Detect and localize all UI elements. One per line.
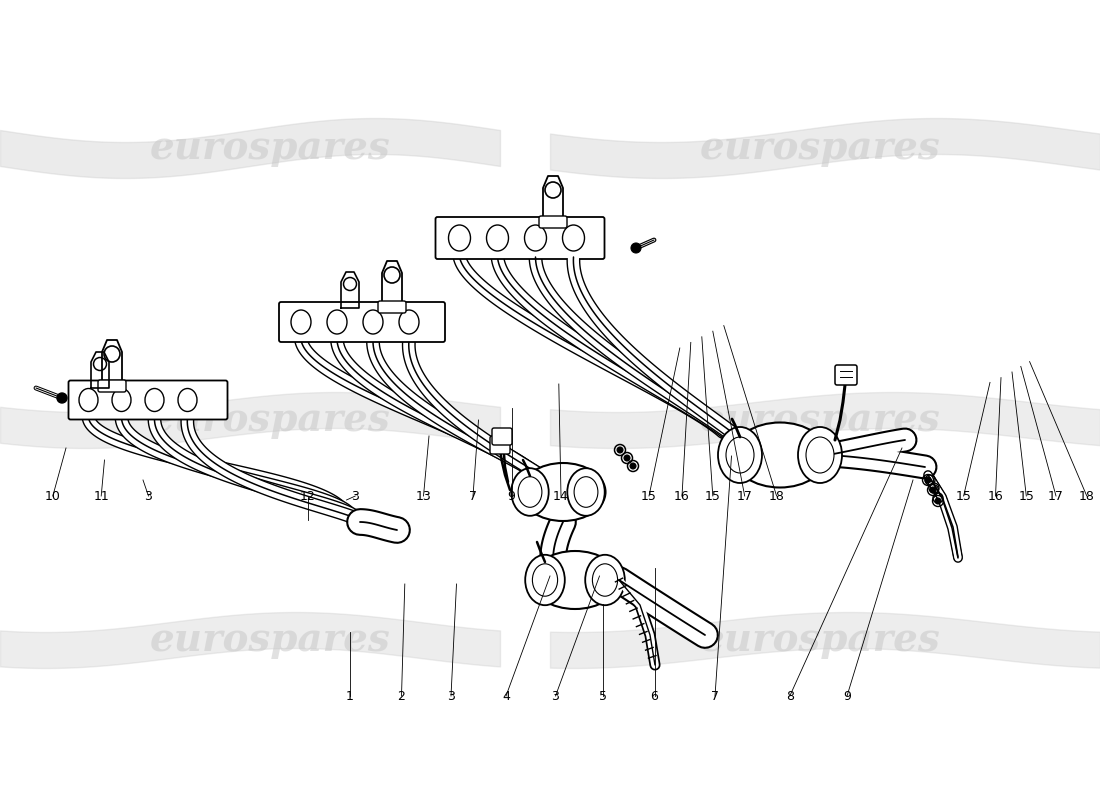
FancyBboxPatch shape (490, 436, 510, 454)
Ellipse shape (593, 564, 617, 596)
Text: 11: 11 (94, 490, 109, 502)
Circle shape (57, 393, 67, 403)
Text: 9: 9 (843, 690, 851, 702)
Ellipse shape (518, 477, 542, 507)
Ellipse shape (733, 422, 827, 487)
Text: 9: 9 (507, 490, 516, 502)
Ellipse shape (145, 389, 164, 411)
Circle shape (624, 455, 630, 461)
FancyBboxPatch shape (539, 216, 566, 228)
Text: 7: 7 (469, 490, 477, 502)
FancyBboxPatch shape (68, 381, 228, 419)
FancyBboxPatch shape (835, 365, 857, 385)
Text: eurospares: eurospares (150, 401, 390, 439)
Circle shape (925, 477, 931, 483)
Ellipse shape (525, 555, 564, 605)
Ellipse shape (178, 389, 197, 411)
Circle shape (631, 243, 641, 253)
Ellipse shape (292, 310, 311, 334)
Text: 16: 16 (988, 490, 1003, 502)
Ellipse shape (574, 477, 598, 507)
Text: 13: 13 (416, 490, 431, 502)
Text: 3: 3 (144, 490, 153, 502)
Text: 1: 1 (345, 690, 354, 702)
Text: 16: 16 (674, 490, 690, 502)
Ellipse shape (798, 427, 842, 483)
Circle shape (630, 463, 636, 469)
Circle shape (930, 487, 936, 493)
Text: 18: 18 (769, 490, 784, 502)
Text: 18: 18 (1079, 490, 1094, 502)
Ellipse shape (726, 437, 754, 473)
Ellipse shape (531, 551, 619, 609)
Ellipse shape (79, 389, 98, 411)
Text: 17: 17 (1048, 490, 1064, 502)
Ellipse shape (520, 463, 605, 521)
Text: 17: 17 (737, 490, 752, 502)
Ellipse shape (532, 564, 558, 596)
FancyBboxPatch shape (492, 428, 512, 445)
Text: 12: 12 (300, 490, 316, 502)
Ellipse shape (562, 225, 584, 251)
Text: eurospares: eurospares (700, 401, 940, 439)
FancyBboxPatch shape (378, 301, 406, 313)
Text: 3: 3 (551, 690, 560, 702)
Text: 5: 5 (598, 690, 607, 702)
Ellipse shape (363, 310, 383, 334)
Ellipse shape (718, 427, 762, 483)
Ellipse shape (585, 555, 625, 605)
Text: 2: 2 (397, 690, 406, 702)
Ellipse shape (486, 225, 508, 251)
Text: 10: 10 (45, 490, 60, 502)
FancyBboxPatch shape (98, 380, 126, 392)
Circle shape (617, 447, 623, 453)
Ellipse shape (525, 225, 547, 251)
Text: 6: 6 (650, 690, 659, 702)
Ellipse shape (399, 310, 419, 334)
Text: 7: 7 (711, 690, 719, 702)
Text: eurospares: eurospares (150, 129, 390, 167)
Ellipse shape (568, 468, 605, 516)
Text: 3: 3 (351, 490, 360, 502)
Ellipse shape (449, 225, 471, 251)
Text: eurospares: eurospares (150, 621, 390, 659)
Text: 3: 3 (447, 690, 455, 702)
Ellipse shape (512, 468, 549, 516)
Text: 14: 14 (553, 490, 569, 502)
Ellipse shape (806, 437, 834, 473)
Ellipse shape (112, 389, 131, 411)
Circle shape (935, 498, 940, 504)
FancyBboxPatch shape (436, 217, 605, 259)
Ellipse shape (327, 310, 346, 334)
Text: 15: 15 (956, 490, 971, 502)
Text: 8: 8 (785, 690, 794, 702)
Text: eurospares: eurospares (700, 129, 940, 167)
Text: 4: 4 (502, 690, 510, 702)
FancyBboxPatch shape (279, 302, 446, 342)
Text: 15: 15 (641, 490, 657, 502)
Text: 15: 15 (1019, 490, 1034, 502)
Text: eurospares: eurospares (700, 621, 940, 659)
Text: 15: 15 (705, 490, 720, 502)
